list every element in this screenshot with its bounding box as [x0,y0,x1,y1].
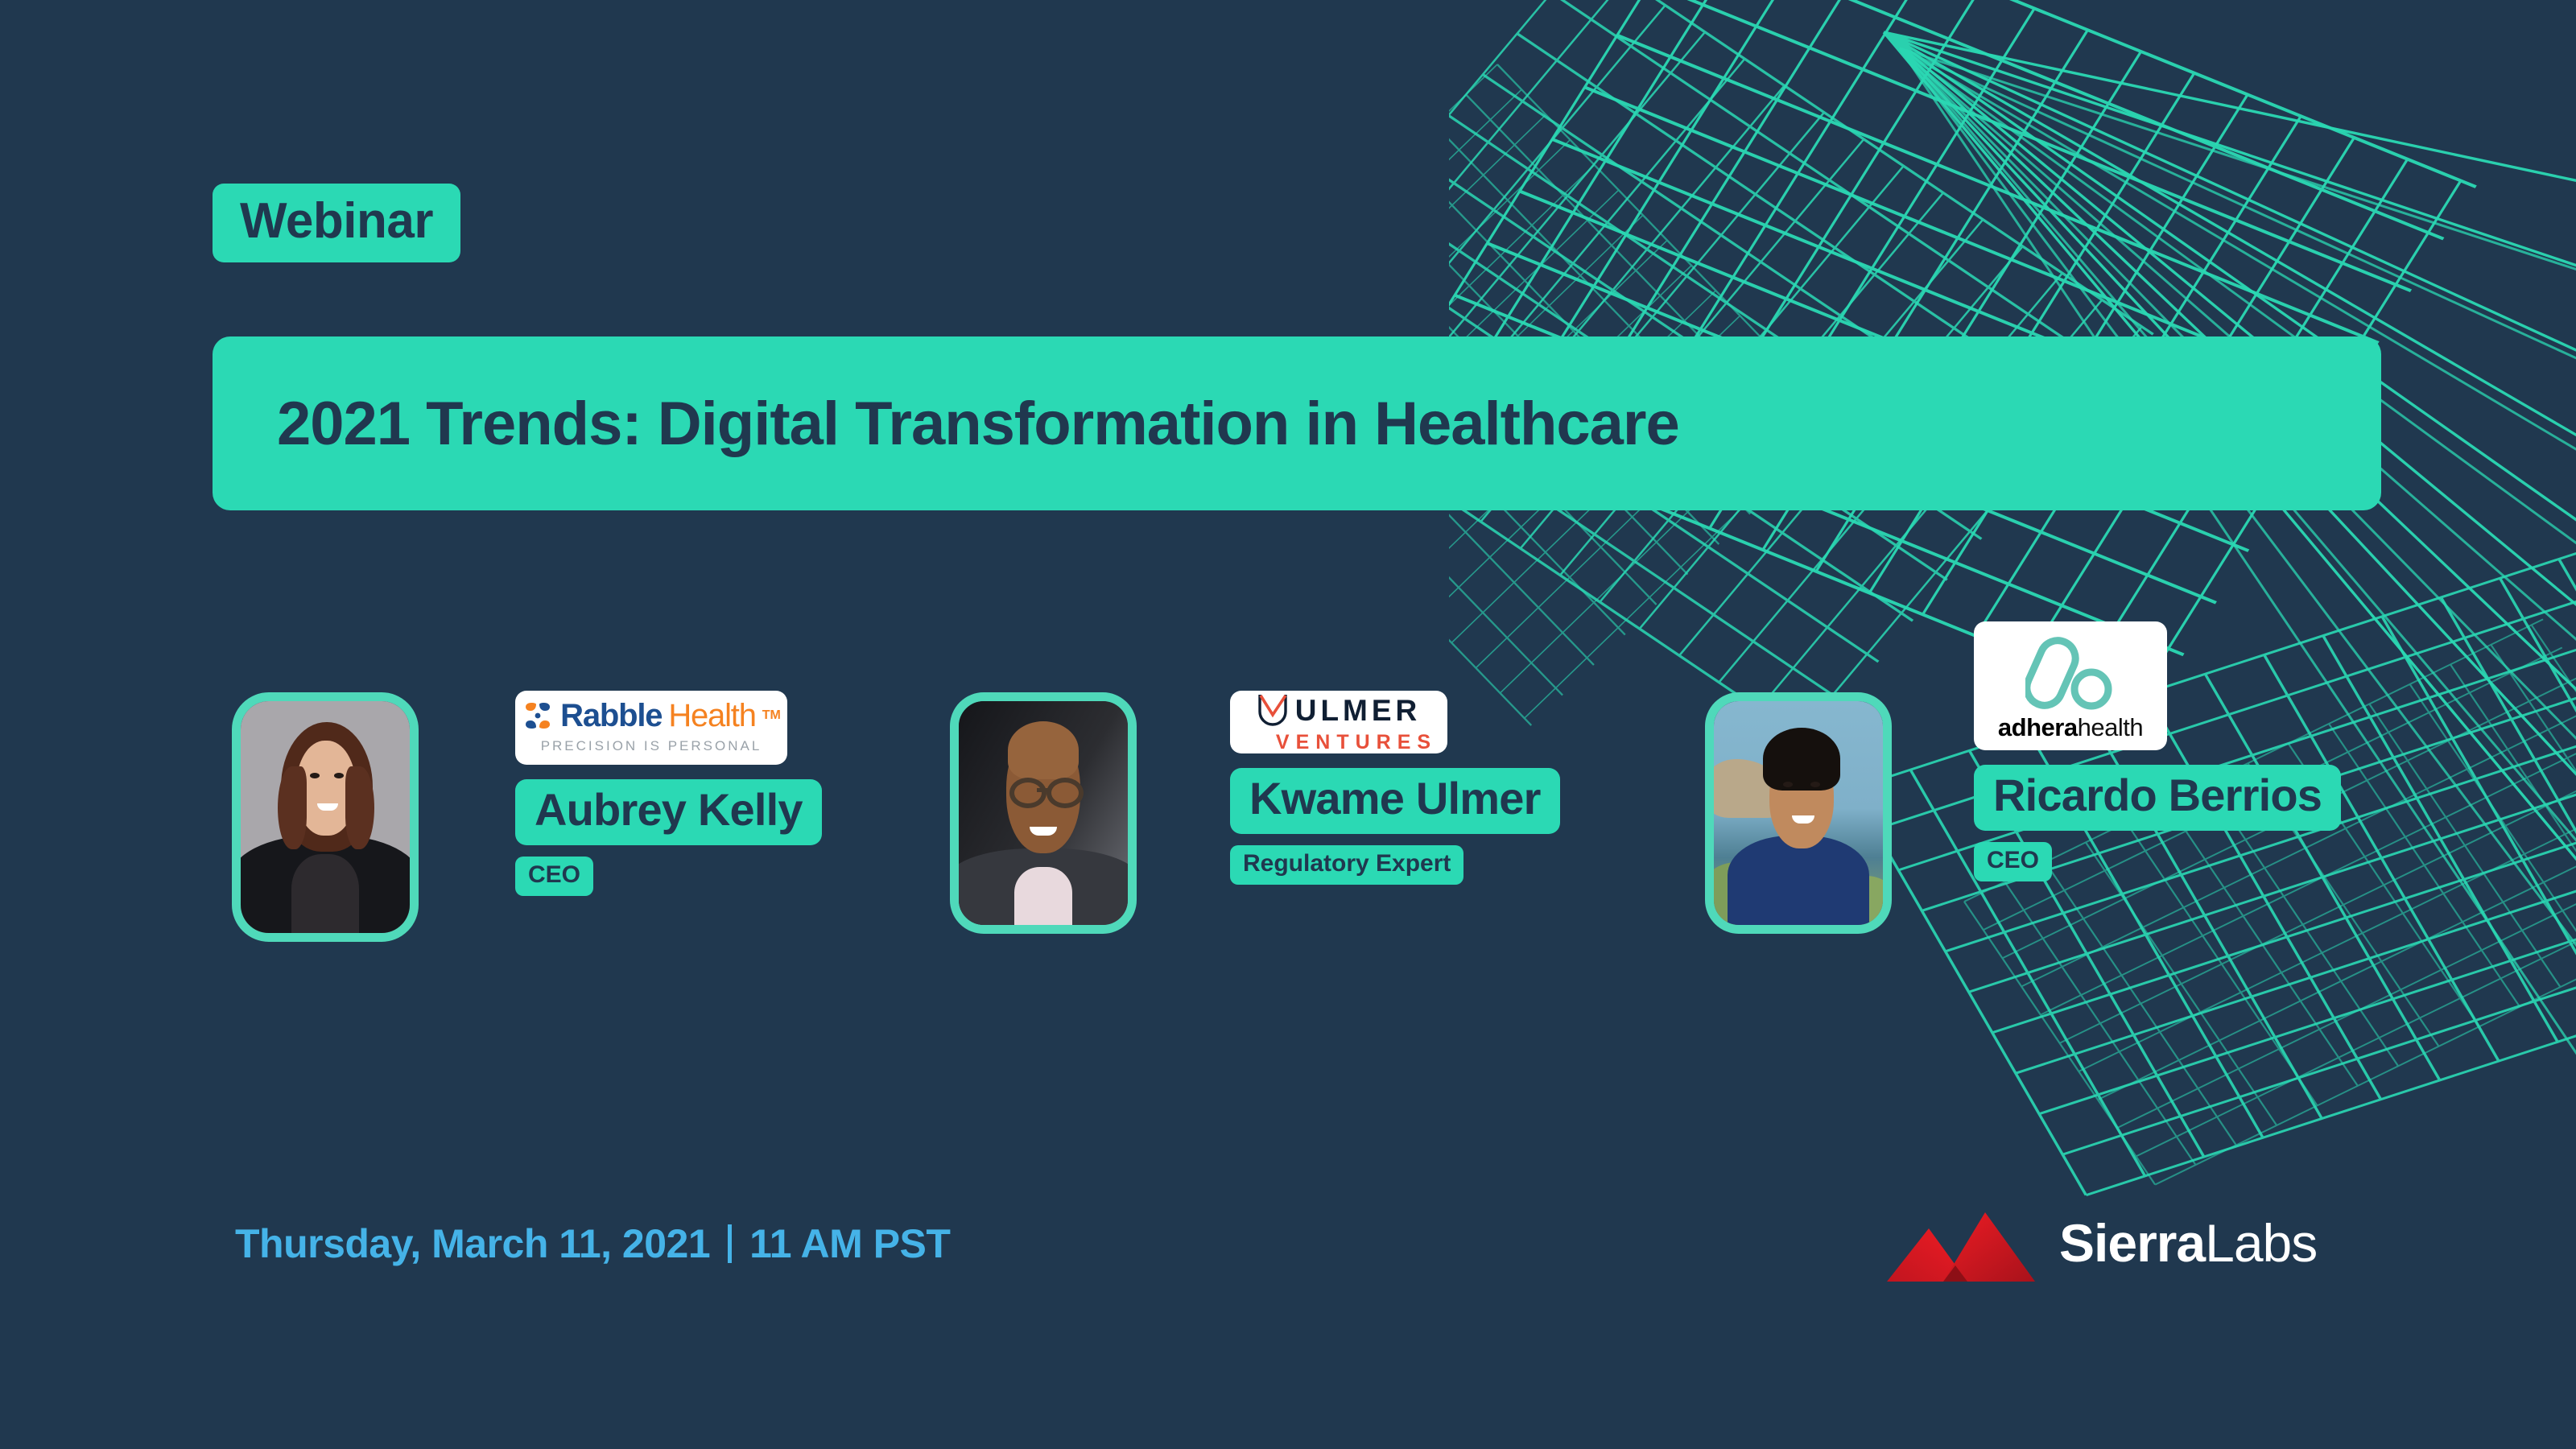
brand-logo-sierralabs: SierraLabs [1884,1201,2318,1285]
logo-word-secondary: health [2077,712,2144,741]
mountain-logo-icon [1887,1212,2035,1282]
company-logo-adhera-health: adherahealth [1974,621,2167,750]
company-logo-ulmer-ventures: ULMER VENTURES [1230,691,1447,753]
speaker-role-1: CEO [515,857,594,896]
speaker-info-1: Rabble Health TM PRECISION IS PERSONAL Aub… [515,691,822,896]
speaker-card-1 [232,692,419,942]
speaker-name-1: Aubrey Kelly [515,779,822,845]
company-logo-rabblehealth: Rabble Health TM PRECISION IS PERSONAL [515,691,787,765]
portrait-image-aubrey-kelly [241,701,410,933]
butterfly-icon [526,703,551,729]
event-date: Thursday, March 11, 2021 [235,1221,711,1266]
datetime-separator [728,1224,733,1263]
logo-trademark: TM [762,708,781,722]
logo-word-secondary: Health [668,698,757,733]
title-banner: 2021 Trends: Digital Transformation in H… [213,336,2381,510]
avatar [232,692,419,942]
speaker-info-3: adherahealth Ricardo Berrios CEO [1974,621,2342,881]
logo-word-primary: ULMER [1294,694,1422,727]
speaker-role-2: Regulatory Expert [1230,845,1464,885]
capsule-circle-icon [2025,636,2112,709]
logo-word-primary: Rabble [560,698,663,733]
logo-tagline: PRECISION IS PERSONAL [540,738,762,753]
avatar [1705,692,1892,934]
portrait-image-ricardo-berrios [1714,701,1883,925]
portrait-image-kwame-ulmer [959,701,1128,925]
logo-word-primary: adhera [1997,712,2078,741]
event-time: 11 AM PST [749,1221,951,1266]
speaker-name-3: Ricardo Berrios [1974,765,2342,831]
avatar [950,692,1137,934]
speaker-card-3 [1705,692,1892,934]
brand-name-thin: Labs [2205,1213,2318,1273]
brand-name-bold: Sierra [2059,1213,2206,1273]
speaker-info-2: ULMER VENTURES Kwame Ulmer Regulatory Ex… [1230,691,1560,885]
page-title: 2021 Trends: Digital Transformation in H… [277,389,1680,458]
webinar-badge: Webinar [213,184,460,262]
event-datetime: Thursday, March 11, 2021 11 AM PST [235,1220,951,1267]
speaker-card-2 [950,692,1137,934]
shield-check-icon [1258,694,1287,726]
logo-word-secondary: VENTURES [1275,730,1438,753]
speaker-name-2: Kwame Ulmer [1230,768,1560,834]
speaker-role-3: CEO [1974,842,2053,881]
